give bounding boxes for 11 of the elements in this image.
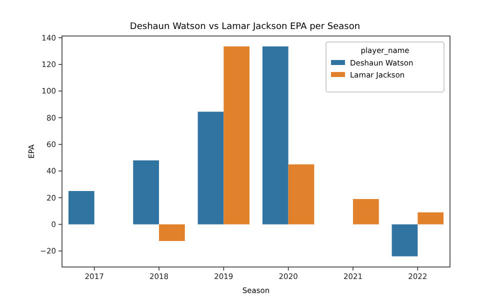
bar bbox=[392, 224, 418, 256]
bar bbox=[288, 164, 314, 224]
bar bbox=[198, 112, 224, 224]
chart-title: Deshaun Watson vs Lamar Jackson EPA per Season bbox=[130, 22, 360, 32]
bar bbox=[159, 224, 185, 242]
bar bbox=[353, 199, 379, 224]
bar bbox=[133, 160, 159, 224]
bar bbox=[224, 46, 250, 224]
bar bbox=[418, 212, 444, 224]
bar bbox=[262, 46, 288, 224]
bar bbox=[68, 191, 94, 224]
